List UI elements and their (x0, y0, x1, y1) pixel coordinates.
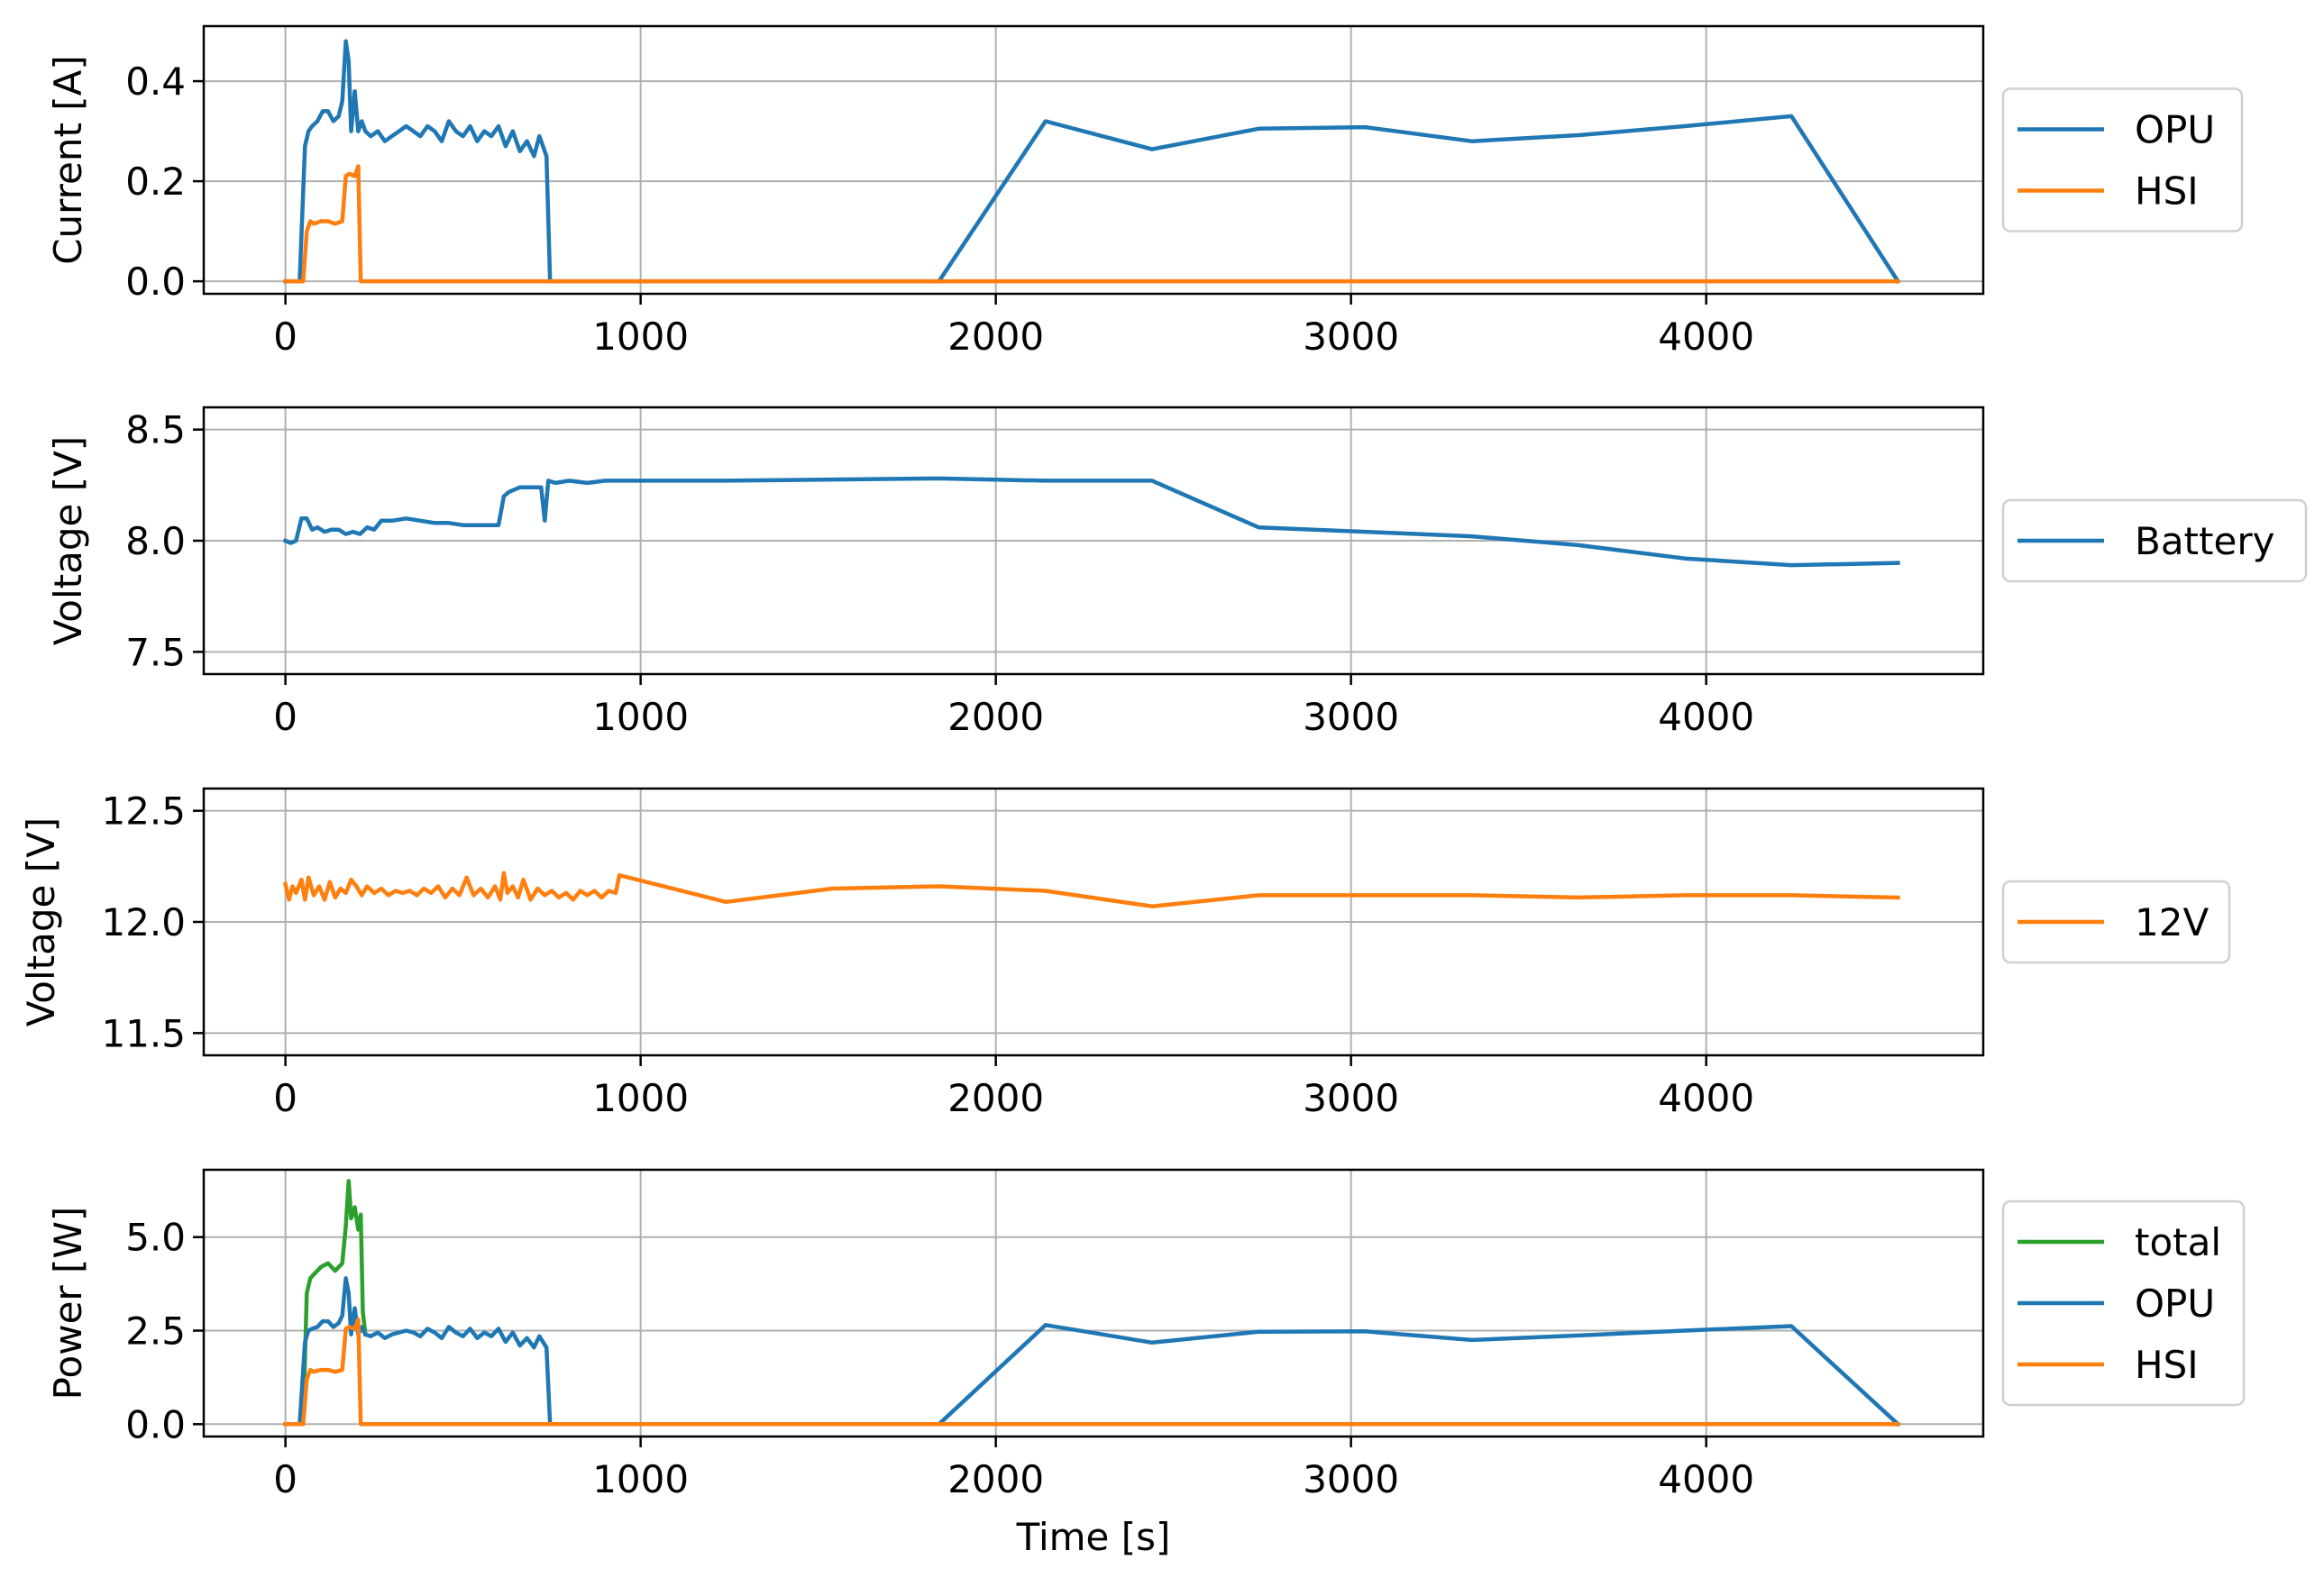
y-axis-label: Power [W] (46, 1207, 90, 1400)
y-tick-label: 11.5 (101, 1011, 186, 1055)
series-line-total (283, 1179, 368, 1427)
series-line-battery (282, 476, 1900, 568)
y-tick-label: 12.5 (101, 789, 186, 834)
axes-frame (202, 24, 1985, 296)
chart-panel-4: 0 1000 2000 3000 4000 0.0 2.5 5.0 Power [W] Time … (46, 1168, 2246, 1559)
legend-box (2001, 880, 2231, 964)
chart-panel-2: 0 1000 2000 3000 4000 7.5 8.0 8.5 Voltage [V] Bat… (46, 406, 2308, 739)
x-tick-label: 2000 (947, 315, 1044, 359)
legend-box (2001, 498, 2308, 583)
legend-label: OPU (2135, 1282, 2215, 1326)
legend-label: OPU (2135, 108, 2215, 152)
x-axis-label: Time [s] (1016, 1515, 1171, 1559)
y-tick-label: 7.5 (125, 630, 186, 674)
x-tick-label: 3000 (1303, 695, 1399, 739)
y-axis-label: Current [A] (46, 55, 90, 265)
x-tick-label: 3000 (1303, 1457, 1399, 1501)
legend: Battery (2001, 498, 2308, 583)
legend: OPU HSI (2001, 87, 2244, 233)
series-line-hsi (283, 1317, 1900, 1427)
y-tick-label: 0.0 (125, 1402, 186, 1446)
y-tick-label: 12.0 (101, 900, 186, 944)
x-tick-label: 2000 (947, 695, 1044, 739)
y-tick-label: 0.0 (125, 260, 186, 304)
x-tick-label: 4000 (1658, 315, 1754, 359)
x-tick-label: 1000 (592, 1076, 689, 1120)
legend-box (2001, 1199, 2246, 1407)
legend-label: Battery (2135, 519, 2274, 563)
panels: 0 1000 2000 3000 4000 0.0 0.2 0.4 Current [A] OPU… (19, 24, 2308, 1559)
x-tick-label: 0 (273, 1076, 297, 1120)
x-tick-label: 0 (273, 695, 297, 739)
legend-label: HSI (2135, 169, 2199, 214)
series-group (283, 39, 1901, 285)
x-tick-label: 1000 (592, 695, 689, 739)
x-tick-label: 4000 (1658, 1076, 1754, 1120)
x-tick-label: 2000 (947, 1457, 1044, 1501)
y-axis-label: Voltage [V] (46, 436, 90, 645)
series-group (282, 871, 1900, 908)
x-tick-label: 0 (273, 1457, 297, 1501)
legend: 12V (2001, 880, 2231, 964)
x-tick-label: 3000 (1303, 315, 1399, 359)
y-axis-label: Voltage [V] (19, 817, 63, 1026)
y-tick-label: 2.5 (125, 1309, 186, 1354)
x-tick-label: 2000 (947, 1076, 1044, 1120)
chart-panel-1: 0 1000 2000 3000 4000 0.0 0.2 0.4 Current [A] OPU… (46, 24, 2244, 359)
legend: total OPU HSI (2001, 1199, 2246, 1407)
series-line-hsi (283, 164, 1900, 284)
legend-label: HSI (2135, 1343, 2199, 1387)
x-tick-label: 0 (273, 315, 297, 359)
y-tick-label: 5.0 (125, 1216, 186, 1260)
x-tick-label: 4000 (1658, 1457, 1754, 1501)
x-tick-label: 1000 (592, 315, 689, 359)
x-tick-label: 1000 (592, 1457, 689, 1501)
legend-label: 12V (2135, 900, 2209, 944)
y-tick-label: 8.5 (125, 408, 186, 452)
y-tick-label: 8.0 (125, 519, 186, 563)
series-group (282, 476, 1900, 568)
axes-frame (202, 1168, 1985, 1438)
legend-label: total (2135, 1220, 2221, 1264)
y-tick-label: 0.4 (125, 59, 186, 104)
chart-panel-3: 0 1000 2000 3000 4000 11.5 12.0 12.5 Voltage [V]… (19, 787, 2231, 1120)
series-line-12v (282, 871, 1900, 908)
series-group (283, 1179, 1901, 1427)
x-tick-label: 4000 (1658, 695, 1754, 739)
y-tick-label: 0.2 (125, 160, 186, 204)
legend-box (2001, 87, 2244, 233)
x-tick-label: 3000 (1303, 1076, 1399, 1120)
